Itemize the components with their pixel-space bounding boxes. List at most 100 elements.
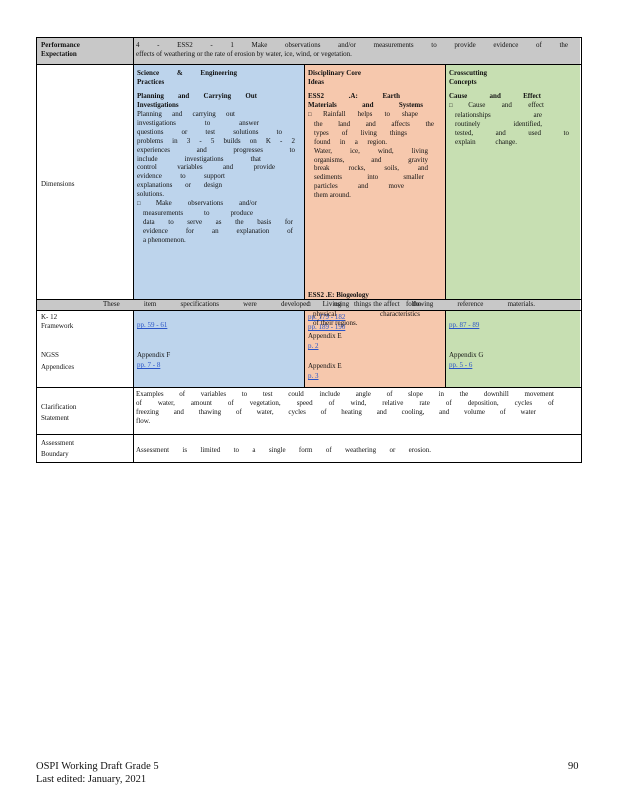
sep-appendix: Appendix F	[137, 351, 171, 359]
clarification-line: flow.	[136, 416, 151, 425]
page-number: 90	[568, 761, 579, 772]
dci-appendix-link-2[interactable]: p. 3	[308, 372, 319, 380]
row-divider	[37, 434, 581, 435]
ccc-appendix-link[interactable]: pp. 5 - 6	[449, 361, 473, 369]
dci-body-1: Rainfall helps to shape the land and aff…	[308, 110, 438, 200]
dci-framework-link-2[interactable]: pp. 189 - 190	[308, 323, 346, 331]
sep-subheading: Planning and Carrying Out Investigations	[137, 92, 257, 110]
perf-text-line-1: 4 - ESS2 - 1 Make observations and/or me…	[136, 41, 568, 49]
ccc-line: Cause and effect	[449, 101, 544, 111]
sep-bg	[133, 64, 304, 299]
col-divider	[133, 38, 134, 299]
k12-label-line-2: Framework	[41, 321, 74, 330]
dci-line: Rainfall helps to shape	[308, 110, 418, 120]
ccc-heading-line-1: Crosscutting	[449, 69, 487, 77]
sep-line: Planning and carrying out	[137, 110, 235, 118]
ccc-heading-line-2: Concepts	[449, 77, 477, 86]
sep-heading: Science & Engineering Practices	[137, 69, 237, 87]
dci-subheading-1-line-1: ESS2 .A: Earth	[308, 92, 400, 100]
dci-line: particles and move	[314, 182, 404, 191]
dci-line: types of living things	[314, 128, 407, 137]
clarification-label-line-2: Statement	[41, 413, 69, 422]
assessment-label-line-2: Boundary	[41, 449, 69, 458]
spec-table: Performance Expectation 4 - ESS2 - 1 Mak…	[36, 37, 582, 463]
k12-label-line-1: K- 12	[41, 313, 58, 321]
perf-row-bg	[37, 38, 580, 64]
col-divider	[304, 64, 305, 299]
ngss-label-line-2: Appendices	[41, 362, 75, 371]
sep-line: solutions.	[137, 190, 165, 199]
clarification-line: of water, amount of vegetation, speed of…	[136, 398, 554, 407]
dci-heading: Disciplinary Core Ideas	[308, 69, 388, 87]
col-divider	[304, 310, 305, 387]
sep-line: questions or test solutions to	[137, 127, 282, 136]
dci-line: the land and affects the	[314, 119, 434, 128]
sep-appendix-link[interactable]: pp. 7 - 8	[137, 361, 161, 369]
dci-framework-link-1[interactable]: pp. 179 - 182	[308, 313, 346, 321]
ccc-appendix: Appendix G	[449, 351, 484, 359]
dci-subheading-2: ESS2 .E: Biogeology	[308, 291, 369, 299]
dci-line: sediments into smaller	[314, 173, 424, 182]
k12-framework-label: K- 12 Framework	[41, 313, 101, 331]
sep-line: problems in 3 - 5 builds on K - 2	[137, 136, 295, 145]
refs-dci-bg	[304, 310, 445, 387]
row-divider	[37, 310, 581, 311]
sep-subheading-line-2: Investigations	[137, 100, 179, 109]
sep-line: investigations to answer	[137, 118, 259, 127]
ccc-framework-link[interactable]: pp. 87 - 89	[449, 321, 480, 329]
assessment-label-line-1: Assessment	[41, 439, 75, 447]
dci-subheading-1: ESS2 .A: Earth Materials and Systems	[308, 92, 428, 110]
col-divider	[445, 310, 446, 387]
col-divider	[445, 64, 446, 299]
ngss-label-line-1: NGSS	[41, 351, 59, 359]
sep-bullet-line: a phenomenon.	[143, 235, 186, 244]
dci-subheading-1-line-2: Materials and Systems	[308, 100, 423, 109]
sep-bullet-line: evidence for an explanation of	[143, 226, 293, 235]
ngss-appendices-label: NGSS Appendices	[41, 351, 101, 372]
footer-last-edited: Last edited: January, 2021	[36, 774, 147, 785]
refs-sep-bg	[133, 310, 304, 387]
dimensions-label: Dimensions	[41, 180, 75, 188]
clarification-line: Examples of variables to test could incl…	[136, 390, 554, 398]
ccc-subheading: Cause and Effect	[449, 92, 541, 100]
dci-line: organisms, and gravity	[314, 155, 428, 164]
sep-bullet-line: Make observations and/or	[137, 199, 257, 209]
assessment-text: Assessment is limited to a single form o…	[136, 446, 431, 454]
ccc-line: relationships are	[455, 110, 542, 119]
sep-line: explanations or design	[137, 181, 222, 190]
dci-appendix-link-1[interactable]: p. 2	[308, 342, 319, 350]
col-divider	[133, 310, 134, 462]
dci-heading-line-2: Ideas	[308, 77, 324, 86]
dci-line: break rocks, soils, and	[314, 164, 428, 173]
sep-heading-line-2: Practices	[137, 77, 165, 86]
dci-bio-line: physical characteristics	[313, 309, 420, 318]
dci-biogeology-lines: Living things affect the physical charac…	[307, 300, 437, 328]
sep-line: experiences and progresses to	[137, 145, 295, 154]
dci-heading-line-1: Disciplinary Core	[308, 69, 361, 77]
clarification-line: freezing and thawing of water, cycles of…	[136, 407, 536, 416]
sep-line: evidence to support	[137, 172, 225, 181]
ccc-line: routinely identified,	[455, 119, 542, 128]
dci-line: found in a region.	[314, 137, 387, 146]
ccc-heading: Crosscutting Concepts	[449, 69, 529, 87]
ccc-line: explain change.	[455, 137, 517, 146]
dci-bio-line: of their regions.	[313, 318, 358, 327]
dci-line: them around.	[314, 191, 351, 200]
sep-framework-link[interactable]: pp. 59 - 61	[137, 321, 168, 329]
sep-heading-line-1: Science & Engineering	[137, 69, 237, 77]
sep-line: control variables and provide	[137, 163, 275, 172]
refs-ccc-bg	[445, 310, 580, 387]
clarification-label-line-1: Clarification	[41, 403, 77, 411]
ccc-body: Cause and effect relationships are routi…	[449, 101, 577, 147]
sep-bullet-line: data to serve as the basis for	[143, 217, 293, 226]
dci-bg	[304, 64, 445, 299]
clarification-label: Clarification Statement	[41, 403, 121, 423]
row-divider	[37, 64, 581, 65]
dci-bio-line: Living things affect the	[307, 300, 421, 310]
ccc-line: tested, and used to	[455, 128, 569, 137]
row-divider	[37, 387, 581, 388]
perf-text-line-2: effects of weathering or the rate of ero…	[136, 50, 352, 58]
sep-line: include investigations that	[137, 154, 261, 163]
perf-label: Performance Expectation	[41, 41, 80, 58]
dci-appendix-2: Appendix E	[308, 362, 342, 370]
